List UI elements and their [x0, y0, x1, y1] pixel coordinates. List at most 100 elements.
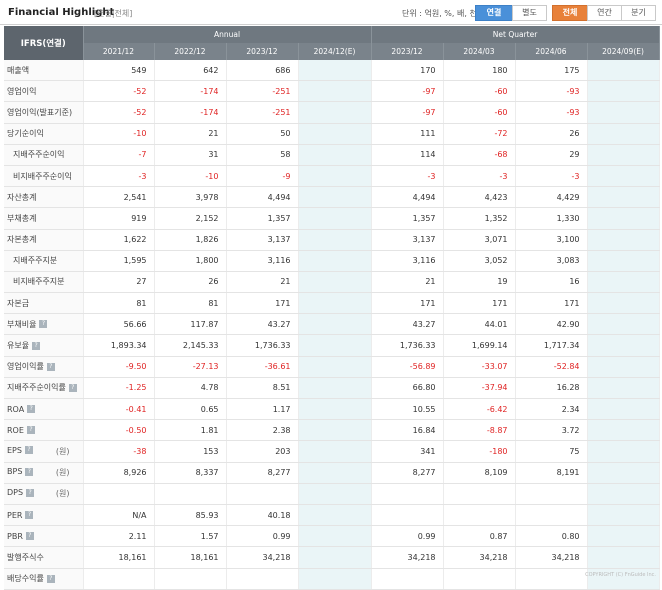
- table-row: 비지배주주지분 27 26 21 21 19 16: [4, 271, 660, 294]
- help-icon[interactable]: ?: [32, 341, 41, 350]
- period-header: 2021/12: [83, 43, 155, 60]
- help-icon[interactable]: ?: [25, 467, 34, 476]
- value-cell: -8.87: [443, 419, 516, 442]
- row-label: 당기순이익: [7, 129, 44, 139]
- period-header: 2024/03: [443, 43, 516, 60]
- value-cell: -10: [83, 123, 155, 145]
- help-icon[interactable]: ?: [24, 446, 33, 455]
- value-cell: [587, 250, 660, 272]
- value-cell: 8,277: [226, 462, 299, 484]
- value-cell: -0.50: [83, 419, 155, 442]
- row-label: 부채비율: [7, 319, 37, 329]
- value-cell: 171: [226, 292, 299, 315]
- help-icon[interactable]: ?: [39, 320, 48, 329]
- value-cell: 180: [443, 60, 516, 82]
- value-cell: [587, 165, 660, 188]
- table-row: 영업이익 -52 -174 -251 -97 -60 -93: [4, 80, 660, 103]
- value-cell: -93: [515, 80, 588, 103]
- help-icon[interactable]: ?: [46, 362, 55, 371]
- row-label-cell: ROA?: [4, 398, 84, 421]
- value-cell: 170: [371, 60, 444, 82]
- value-cell: 3,052: [443, 250, 516, 272]
- annual-group-header: Annual: [83, 26, 372, 43]
- value-cell: [298, 525, 372, 548]
- help-icon[interactable]: ?: [26, 488, 35, 497]
- value-cell: 16: [515, 271, 588, 294]
- value-cell: 171: [443, 292, 516, 315]
- value-cell: 66.80: [371, 377, 444, 400]
- value-cell: 0.87: [443, 525, 516, 548]
- value-cell: 2,145.33: [154, 334, 227, 357]
- table-row: PER? N/A 85.93 40.18: [4, 504, 660, 527]
- row-label: PBR: [7, 531, 23, 541]
- toggle-consolidated[interactable]: 연결: [475, 5, 513, 21]
- value-cell: [515, 483, 588, 505]
- toggle-all-periods[interactable]: 전체: [552, 5, 588, 21]
- row-label-cell: 지배주주순이익: [4, 144, 84, 166]
- value-cell: [587, 546, 660, 569]
- value-cell: 0.80: [515, 525, 588, 548]
- value-cell: 8,926: [83, 462, 155, 484]
- value-cell: -174: [154, 80, 227, 103]
- value-cell: 1,800: [154, 250, 227, 272]
- value-cell: 34,218: [371, 546, 444, 569]
- value-cell: [298, 165, 372, 188]
- help-icon[interactable]: ?: [68, 383, 77, 392]
- table-row: PBR? 2.11 1.57 0.99 0.99 0.87 0.80: [4, 525, 660, 548]
- value-cell: 1,595: [83, 250, 155, 272]
- value-cell: [371, 568, 444, 590]
- ifrs-corner-header: IFRS(연결): [4, 26, 84, 60]
- value-cell: -93: [515, 101, 588, 124]
- value-cell: [298, 546, 372, 569]
- value-cell: 34,218: [226, 546, 299, 569]
- toggle-annual[interactable]: 연간: [587, 5, 622, 21]
- unit-label: 단위 : 억원, %, 배, 천주: [402, 9, 485, 18]
- financial-highlight-table: IFRS(연결) Annual Net Quarter 2021/12 2022/…: [4, 26, 660, 590]
- value-cell: [587, 123, 660, 145]
- value-cell: -36.61: [226, 356, 299, 378]
- value-cell: 43.27: [371, 313, 444, 336]
- value-cell: [443, 568, 516, 590]
- value-cell: 18,161: [154, 546, 227, 569]
- table-body: 매출액 549 642 686 170 180 175 영업이익 -52 -174 -251 -97-…: [4, 60, 660, 590]
- row-label-cell: 당기순이익: [4, 123, 84, 145]
- value-cell: 1,352: [443, 207, 516, 230]
- row-label: 자산총계: [7, 192, 37, 202]
- table-row: 부채비율? 56.66 117.87 43.27 43.27 44.01 42.90: [4, 313, 660, 336]
- help-icon[interactable]: ?: [27, 405, 36, 414]
- help-icon[interactable]: ?: [25, 511, 34, 520]
- value-cell: 919: [83, 207, 155, 230]
- table-row: 지배주주순이익률? -1.25 4.78 8.51 66.80 -37.94 16.28: [4, 377, 660, 400]
- value-cell: [298, 356, 372, 378]
- value-cell: 1,330: [515, 207, 588, 230]
- value-cell: 4,494: [226, 186, 299, 209]
- toggle-quarter[interactable]: 분기: [621, 5, 656, 21]
- value-cell: 549: [83, 60, 155, 82]
- value-cell: 44.01: [443, 313, 516, 336]
- help-icon[interactable]: ?: [26, 426, 35, 435]
- section-subtitle: [연결|전체]: [94, 9, 133, 18]
- value-cell: 27: [83, 271, 155, 294]
- value-cell: [298, 271, 372, 294]
- value-cell: [587, 60, 660, 82]
- value-cell: 8,191: [515, 462, 588, 484]
- toggle-separate[interactable]: 별도: [512, 5, 547, 21]
- table-row: ROA? -0.41 0.65 1.17 10.55 -6.42 2.34: [4, 398, 660, 421]
- row-label: EPS: [7, 445, 22, 455]
- row-label: 비지배주주순이익: [13, 171, 72, 181]
- value-cell: [587, 80, 660, 103]
- row-label-cell: 부채비율?: [4, 313, 84, 336]
- value-cell: [587, 356, 660, 378]
- table-row: 유보율? 1,893.34 2,145.33 1,736.33 1,736.33 1,69…: [4, 334, 660, 357]
- row-label: PER: [7, 510, 23, 520]
- value-cell: 175: [515, 60, 588, 82]
- help-icon[interactable]: ?: [25, 532, 34, 541]
- value-cell: 42.90: [515, 313, 588, 336]
- help-icon[interactable]: ?: [46, 574, 55, 583]
- value-cell: 1,736.33: [226, 334, 299, 357]
- value-cell: 3,137: [226, 229, 299, 251]
- row-label: 발행주식수: [7, 552, 44, 562]
- value-cell: -3: [371, 165, 444, 188]
- period-header: 2023/12: [371, 43, 444, 60]
- value-cell: 2,541: [83, 186, 155, 209]
